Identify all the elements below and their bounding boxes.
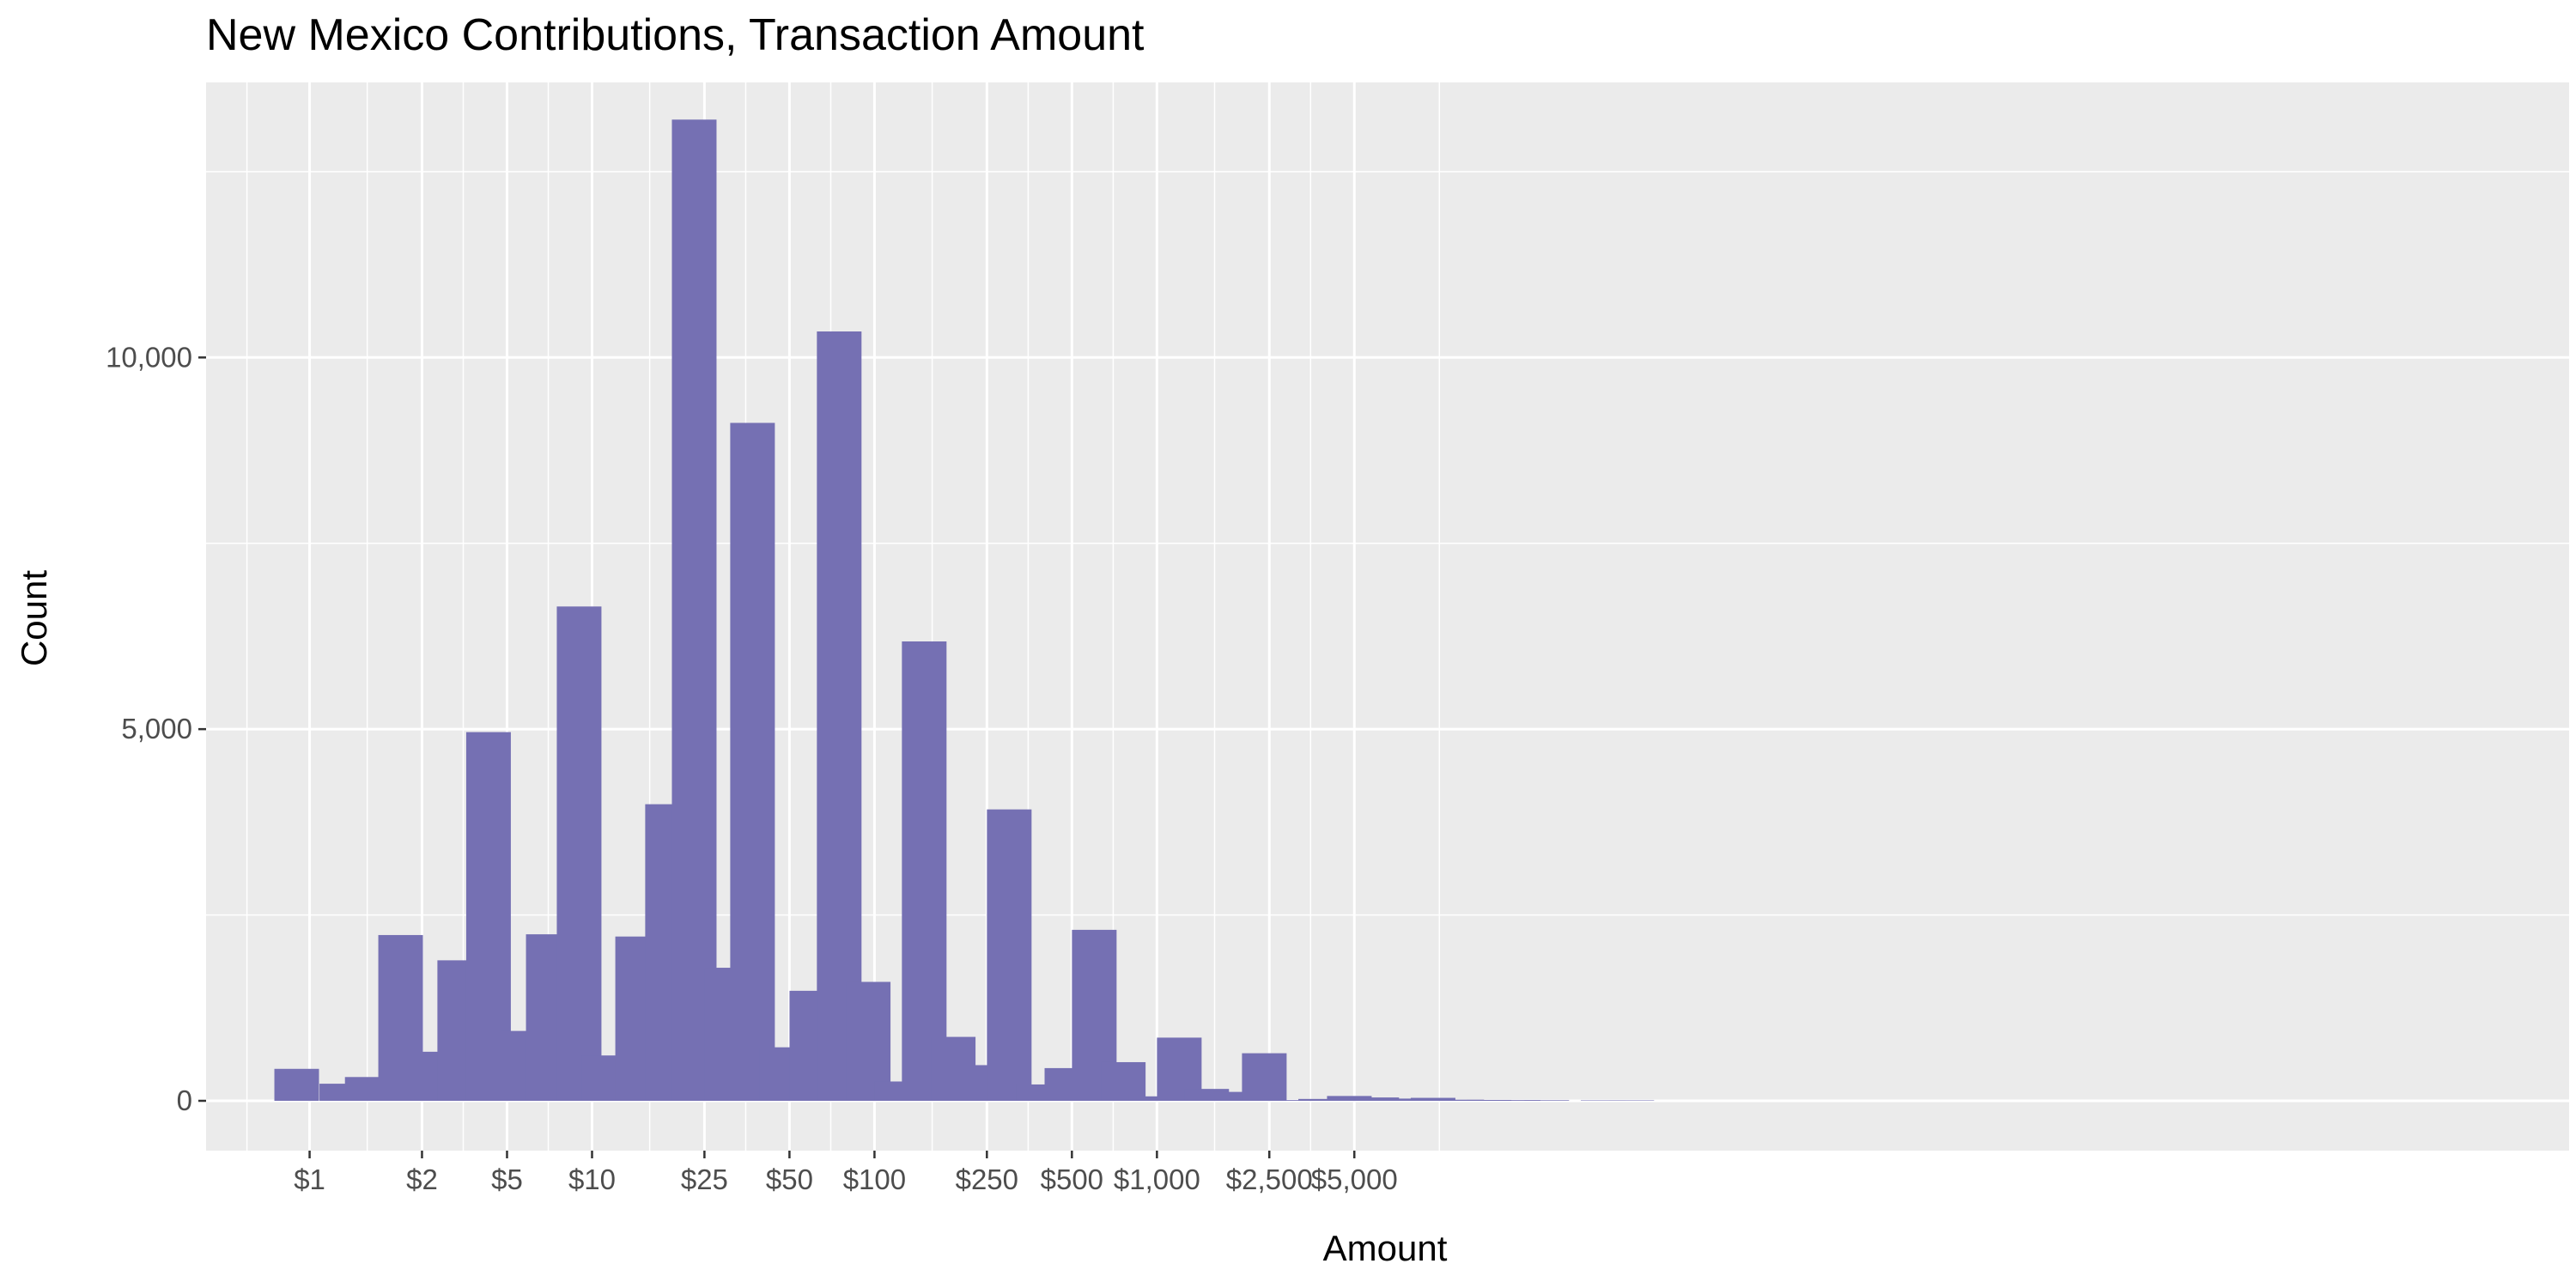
histogram-bar: [1495, 1100, 1540, 1101]
minor-gridlines: [206, 82, 2569, 1151]
histogram-bar: [1298, 1098, 1344, 1101]
histogram-bar: [1354, 1097, 1400, 1101]
x-tick-label: $2: [406, 1163, 438, 1195]
x-tick-label: $2,500: [1226, 1163, 1313, 1195]
histogram-bar: [1609, 1100, 1655, 1101]
histogram-bar: [846, 981, 891, 1101]
histogram-bar: [1101, 1061, 1146, 1101]
y-tick-label: 10,000: [106, 341, 192, 373]
histogram-bar: [274, 1068, 319, 1101]
y-axis-title: Count: [14, 570, 54, 666]
x-tick-label: $250: [956, 1163, 1018, 1195]
histogram-bar: [1128, 1096, 1174, 1101]
y-tick-label: 5,000: [121, 713, 192, 744]
y-axis-ticks: 0 5,000 10,000: [106, 341, 206, 1116]
histogram-bar: [556, 606, 602, 1101]
histogram-bar: [1524, 1100, 1570, 1101]
x-tick-label: $1: [294, 1163, 325, 1195]
x-tick-label: $100: [843, 1163, 906, 1195]
x-tick-label: $10: [568, 1163, 616, 1195]
histogram-bar: [1467, 1099, 1512, 1101]
y-tick-label: 0: [177, 1084, 192, 1116]
histogram-bar: [902, 641, 947, 1101]
chart-title: New Mexico Contributions, Transaction Am…: [206, 10, 1145, 60]
histogram-bar: [1327, 1096, 1372, 1101]
x-tick-label: $5,000: [1311, 1163, 1398, 1195]
histogram-bars: [274, 119, 1655, 1101]
histogram-bar: [1242, 1053, 1287, 1101]
histogram-bar: [730, 422, 775, 1101]
histogram-bar: [671, 119, 717, 1101]
x-tick-label: $5: [491, 1163, 523, 1195]
x-axis-title: Amount: [1323, 1228, 1448, 1268]
histogram-bar: [1410, 1097, 1455, 1101]
histogram-bar: [1269, 1100, 1315, 1101]
x-tick-label: $500: [1041, 1163, 1103, 1195]
x-tick-label: $25: [681, 1163, 728, 1195]
x-axis-ticks: $1 $2 $5 $10 $25 $50 $100 $250 $500 $1,000 $2,500$…: [294, 1151, 1398, 1195]
histogram-bar: [987, 809, 1032, 1101]
histogram-bar: [1439, 1099, 1485, 1101]
x-tick-label: $1,000: [1114, 1163, 1200, 1195]
histogram-bar: [1213, 1091, 1259, 1101]
x-tick-label: $50: [766, 1163, 813, 1195]
histogram-bar: [1581, 1100, 1625, 1101]
histogram-bar: [1383, 1098, 1429, 1101]
histogram-bar: [817, 331, 862, 1101]
